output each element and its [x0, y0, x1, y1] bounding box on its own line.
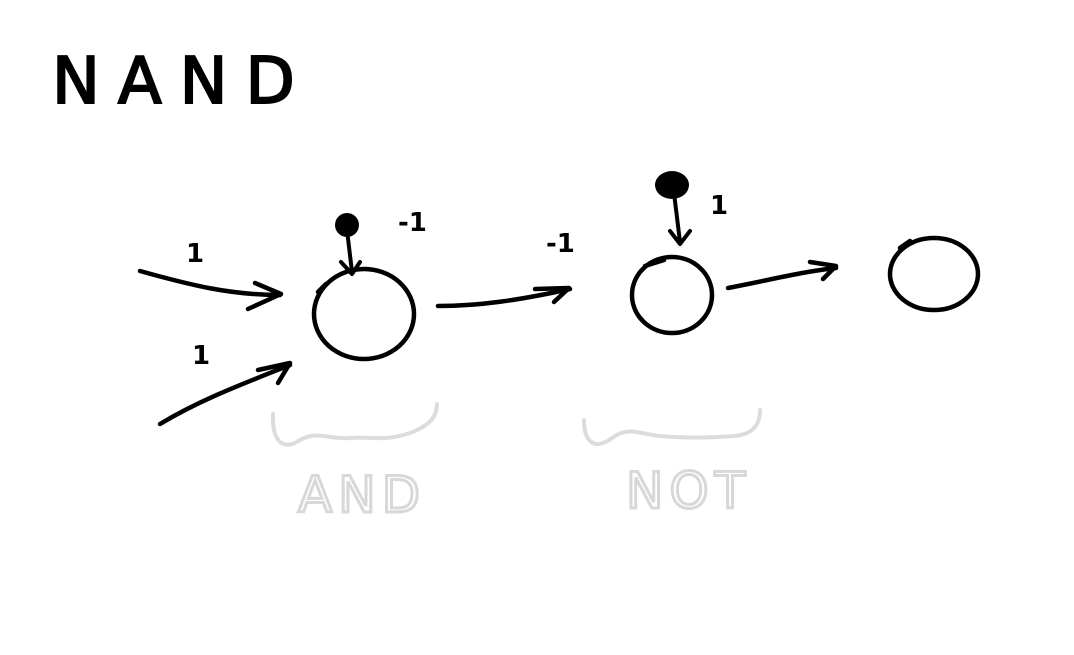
group-label-and: AND — [298, 466, 426, 524]
not-bias-dot — [655, 171, 689, 199]
weight-input-top: 1 — [186, 239, 204, 269]
not-neuron — [629, 254, 715, 336]
not-group-brace — [582, 408, 762, 446]
weight-and-to-not: -1 — [546, 229, 575, 259]
output-neuron — [887, 235, 981, 313]
weight-input-bottom: 1 — [192, 341, 210, 371]
group-label-not: NOT — [626, 462, 751, 520]
and-neuron — [311, 266, 417, 362]
diagram-title: NAND — [52, 45, 313, 119]
arrow-and-to-not — [435, 285, 573, 309]
not-bias-node — [655, 171, 692, 246]
and-bias-dot — [335, 213, 359, 237]
and-group-brace — [270, 402, 439, 447]
input-arrow-bottom — [157, 360, 293, 427]
and-bias-node — [335, 213, 362, 276]
input-arrow-top — [137, 268, 284, 312]
weight-not-bias: 1 — [710, 191, 728, 221]
arrow-not-to-output — [725, 259, 839, 291]
weight-and-bias: -1 — [398, 208, 427, 238]
